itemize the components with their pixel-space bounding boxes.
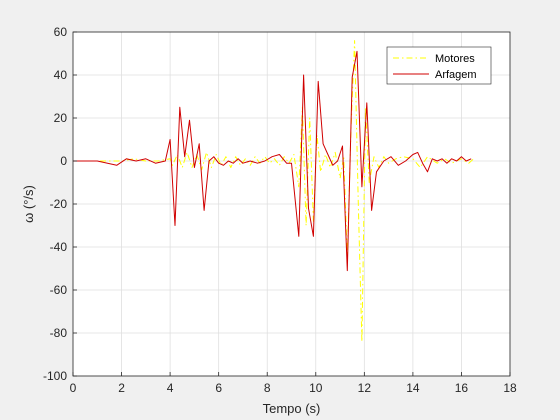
- legend-label-arfagem: Arfagem: [435, 69, 477, 81]
- x-tick-label: 12: [358, 381, 372, 395]
- x-tick-label: 2: [118, 381, 125, 395]
- y-tick-label: -20: [50, 197, 68, 211]
- x-tick-label: 10: [309, 381, 323, 395]
- y-tick-label: -80: [50, 326, 68, 340]
- x-tick-label: 6: [215, 381, 222, 395]
- y-axis-label: ω (°/s): [21, 185, 36, 223]
- x-tick-label: 8: [264, 381, 271, 395]
- x-tick-label: 0: [70, 381, 77, 395]
- legend-box: [386, 46, 492, 85]
- y-tick-label: 20: [54, 111, 68, 125]
- x-tick-label: 16: [455, 381, 469, 395]
- series-layer: [73, 40, 474, 343]
- legend-label-motores: Motores: [435, 53, 475, 65]
- series-line-arfagem: [73, 50, 472, 272]
- x-tick-label: 4: [167, 381, 174, 395]
- y-tick-label: -100: [43, 369, 67, 383]
- y-tick-label: 40: [54, 68, 68, 82]
- series-line-motores: [73, 40, 474, 343]
- y-tick-label: -60: [50, 283, 68, 297]
- y-tick-label: 0: [60, 154, 67, 168]
- legend: Motores Arfagem: [386, 46, 492, 85]
- y-tick-label: -40: [50, 240, 68, 254]
- x-tick-label: 18: [503, 381, 517, 395]
- ticks: 0 2 4 6 8 10 12 14 16 18 -100 -80 -60 -40 -20 0 20 40 60: [43, 25, 517, 395]
- x-tick-label: 14: [406, 381, 420, 395]
- y-tick-label: 60: [54, 25, 68, 39]
- x-axis-label: Tempo (s): [263, 401, 321, 416]
